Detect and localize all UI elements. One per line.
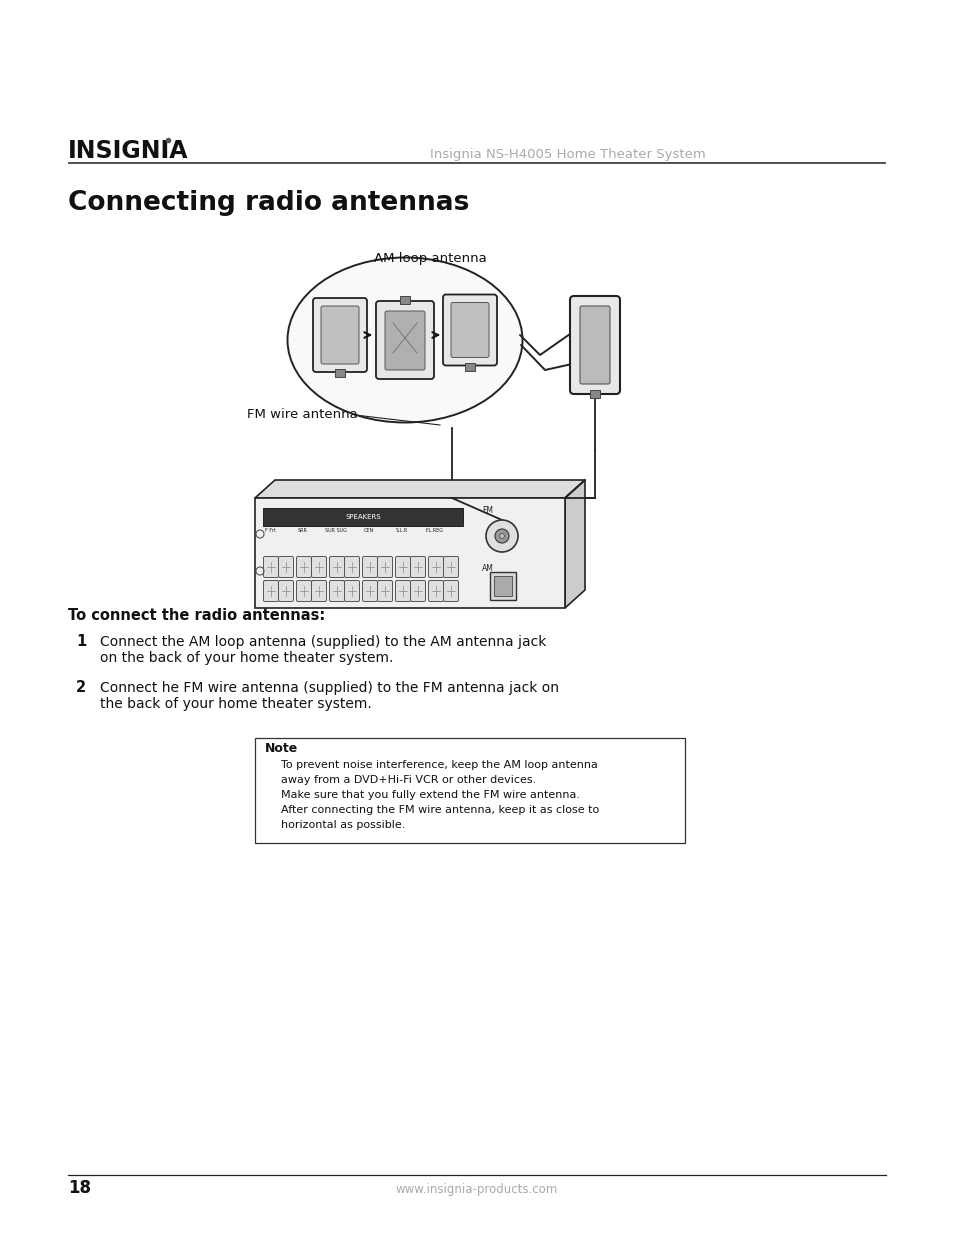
Text: Connect he FM wire antenna (supplied) to the FM antenna jack on: Connect he FM wire antenna (supplied) to… xyxy=(100,680,558,695)
Bar xyxy=(464,363,475,370)
FancyBboxPatch shape xyxy=(443,580,458,601)
FancyBboxPatch shape xyxy=(443,557,458,578)
Circle shape xyxy=(499,534,504,538)
Text: Insignia NS-H4005 Home Theater System: Insignia NS-H4005 Home Theater System xyxy=(430,148,705,161)
FancyBboxPatch shape xyxy=(362,557,377,578)
FancyBboxPatch shape xyxy=(329,557,344,578)
FancyBboxPatch shape xyxy=(312,557,326,578)
Text: Connect the AM loop antenna (supplied) to the AM antenna jack: Connect the AM loop antenna (supplied) t… xyxy=(100,635,546,650)
FancyBboxPatch shape xyxy=(410,557,425,578)
Circle shape xyxy=(495,529,509,543)
FancyBboxPatch shape xyxy=(442,294,497,366)
Circle shape xyxy=(485,520,517,552)
FancyBboxPatch shape xyxy=(377,580,392,601)
Text: To prevent noise interference, keep the AM loop antenna: To prevent noise interference, keep the … xyxy=(281,760,598,769)
Polygon shape xyxy=(254,480,584,498)
FancyBboxPatch shape xyxy=(410,580,425,601)
FancyBboxPatch shape xyxy=(362,580,377,601)
Text: SPEAKERS: SPEAKERS xyxy=(345,514,380,520)
FancyBboxPatch shape xyxy=(296,580,312,601)
Bar xyxy=(335,369,345,377)
Text: www.insignia-products.com: www.insignia-products.com xyxy=(395,1183,558,1195)
FancyBboxPatch shape xyxy=(344,580,359,601)
FancyBboxPatch shape xyxy=(428,580,443,601)
FancyBboxPatch shape xyxy=(377,557,392,578)
Text: Connecting radio antennas: Connecting radio antennas xyxy=(68,190,469,216)
FancyBboxPatch shape xyxy=(278,580,294,601)
FancyBboxPatch shape xyxy=(375,301,434,379)
FancyBboxPatch shape xyxy=(320,306,358,364)
Text: F.L.REG: F.L.REG xyxy=(426,529,443,534)
Text: CEN: CEN xyxy=(363,529,374,534)
Text: F Frt: F Frt xyxy=(264,529,275,534)
FancyBboxPatch shape xyxy=(385,311,424,370)
Text: the back of your home theater system.: the back of your home theater system. xyxy=(100,697,372,711)
FancyBboxPatch shape xyxy=(579,306,609,384)
FancyBboxPatch shape xyxy=(395,580,410,601)
FancyBboxPatch shape xyxy=(329,580,344,601)
Bar xyxy=(254,739,684,844)
FancyBboxPatch shape xyxy=(344,557,359,578)
FancyBboxPatch shape xyxy=(395,557,410,578)
Bar xyxy=(263,508,462,526)
Text: 1: 1 xyxy=(76,634,86,650)
FancyBboxPatch shape xyxy=(312,580,326,601)
Bar xyxy=(254,498,564,608)
Text: AM: AM xyxy=(481,564,494,573)
Bar xyxy=(494,576,512,597)
Bar xyxy=(589,390,599,398)
Text: INSIGNIA: INSIGNIA xyxy=(68,140,189,163)
Polygon shape xyxy=(564,480,584,608)
Text: 2: 2 xyxy=(76,680,86,695)
Text: on the back of your home theater system.: on the back of your home theater system. xyxy=(100,651,393,664)
Text: SRR: SRR xyxy=(297,529,308,534)
FancyBboxPatch shape xyxy=(263,580,278,601)
Ellipse shape xyxy=(287,258,522,422)
Text: To connect the radio antennas:: To connect the radio antennas: xyxy=(68,608,325,622)
Text: After connecting the FM wire antenna, keep it as close to: After connecting the FM wire antenna, ke… xyxy=(281,805,598,815)
Text: Note: Note xyxy=(265,742,298,755)
Text: S.L.R: S.L.R xyxy=(395,529,408,534)
Text: 18: 18 xyxy=(68,1179,91,1197)
FancyBboxPatch shape xyxy=(278,557,294,578)
FancyBboxPatch shape xyxy=(313,298,367,372)
FancyBboxPatch shape xyxy=(451,303,489,357)
Text: horizontal as possible.: horizontal as possible. xyxy=(281,820,405,830)
Text: FM wire antenna: FM wire antenna xyxy=(247,408,357,421)
Text: FM: FM xyxy=(481,506,493,515)
FancyBboxPatch shape xyxy=(263,557,278,578)
Bar xyxy=(399,296,410,304)
Text: away from a DVD+Hi-Fi VCR or other devices.: away from a DVD+Hi-Fi VCR or other devic… xyxy=(281,776,536,785)
FancyBboxPatch shape xyxy=(569,296,619,394)
Text: SUR SUG: SUR SUG xyxy=(325,529,347,534)
Bar xyxy=(490,572,516,600)
FancyBboxPatch shape xyxy=(296,557,312,578)
Text: AM loop antenna: AM loop antenna xyxy=(374,252,486,266)
FancyBboxPatch shape xyxy=(428,557,443,578)
Text: Make sure that you fully extend the FM wire antenna.: Make sure that you fully extend the FM w… xyxy=(281,790,579,800)
